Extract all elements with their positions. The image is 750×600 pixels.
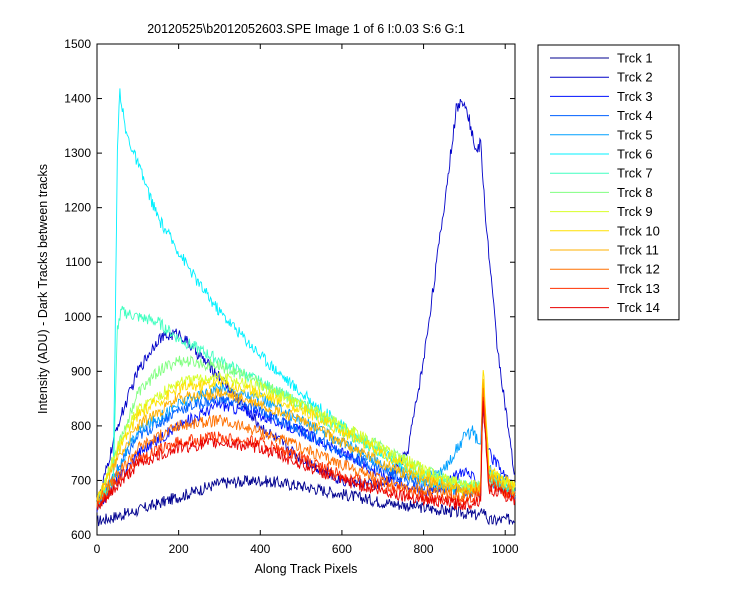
x-tick-label: 800 bbox=[414, 542, 434, 556]
plot-frame bbox=[96, 43, 516, 536]
legend-label-4: Trck 4 bbox=[617, 108, 653, 123]
y-tick-label: 900 bbox=[71, 364, 91, 378]
series-line-1 bbox=[96, 474, 515, 527]
y-tick-label: 600 bbox=[71, 528, 91, 542]
plot-area: 0 200 400 600 800 1000 600 700 800 900 1000 1100 120… bbox=[64, 37, 519, 556]
y-tick-label: 1400 bbox=[64, 92, 91, 106]
legend-label-3: Trck 3 bbox=[617, 89, 653, 104]
y-tick-label: 1100 bbox=[65, 255, 91, 269]
x-tick-label: 0 bbox=[94, 542, 101, 556]
legend-label-2: Trck 2 bbox=[617, 70, 653, 85]
legend-box bbox=[537, 44, 680, 321]
series-line-12 bbox=[96, 387, 516, 505]
legend-label-13: Trck 13 bbox=[617, 281, 660, 296]
y-tick-label: 1300 bbox=[64, 146, 91, 160]
legend-label-8: Trck 8 bbox=[617, 185, 653, 200]
x-tick-label: 400 bbox=[250, 542, 270, 556]
y-tick-label: 700 bbox=[71, 473, 91, 487]
chart-title: 20120525\b2012052603.SPE Image 1 of 6 I:… bbox=[147, 22, 465, 36]
legend-label-1: Trck 1 bbox=[617, 51, 653, 66]
y-tick-label: 800 bbox=[71, 419, 91, 433]
y-tick-label: 1200 bbox=[64, 201, 91, 215]
legend-label-11: Trck 11 bbox=[617, 243, 659, 258]
y-tick-label: 1500 bbox=[64, 37, 91, 51]
legend-label-12: Trck 12 bbox=[617, 262, 660, 277]
series-line-10 bbox=[96, 369, 516, 501]
legend-label-6: Trck 6 bbox=[617, 147, 653, 162]
legend-label-7: Trck 7 bbox=[617, 166, 653, 181]
x-tick-label: 600 bbox=[332, 542, 352, 556]
series-line-11 bbox=[96, 378, 516, 507]
series-line-14 bbox=[96, 400, 516, 511]
x-axis-label: Along Track Pixels bbox=[255, 562, 358, 576]
y-tick-label: 1000 bbox=[64, 310, 91, 324]
legend-label-5: Trck 5 bbox=[617, 127, 653, 142]
legend-label-9: Trck 9 bbox=[617, 204, 653, 219]
y-axis-label: Intensity (ADU) - Dark Tracks between tr… bbox=[36, 164, 50, 414]
legend: Trck 1 Trck 2 Trck 3 Trck 4 Trck 5 Trck 6 Trck… bbox=[537, 44, 680, 321]
legend-label-10: Trck 10 bbox=[617, 223, 660, 238]
legend-label-14: Trck 14 bbox=[617, 300, 660, 315]
x-tick-label: 1000 bbox=[492, 542, 519, 556]
x-tick-label: 200 bbox=[169, 542, 189, 556]
